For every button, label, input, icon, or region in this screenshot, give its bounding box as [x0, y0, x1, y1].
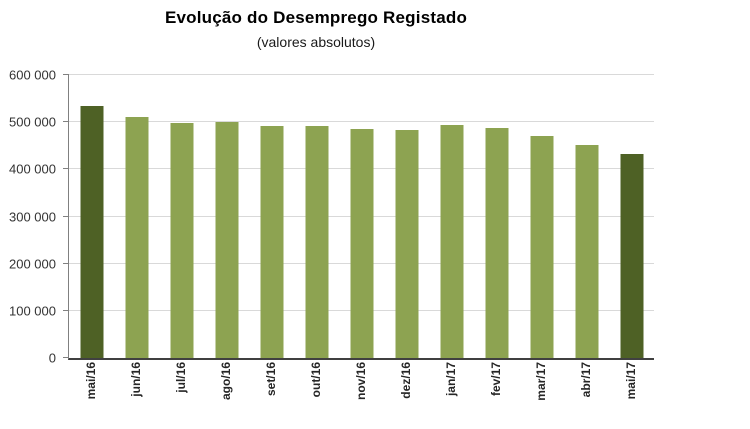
x-tick-slot: jul/16	[158, 362, 203, 426]
x-tick-label: ago/16	[218, 362, 233, 401]
x-tick-slot: dez/16	[383, 362, 428, 426]
plot-area	[63, 74, 654, 360]
bar-slot	[564, 75, 609, 358]
bar-mai/16	[80, 105, 103, 358]
bar-mar/17	[530, 136, 553, 358]
y-tick-mark	[63, 262, 69, 264]
y-tick-mark	[63, 74, 69, 75]
bar-jun/16	[125, 116, 148, 358]
y-tick-mark	[63, 121, 69, 123]
y-tick-label: 300 000	[9, 209, 56, 224]
bars-row	[69, 75, 654, 358]
x-tick-label: mai/17	[623, 362, 638, 400]
bar-slot	[294, 75, 339, 358]
y-axis: 0 100 000 200 000 300 000 400 000 500 000 600 …	[0, 68, 62, 366]
x-tick-label: out/16	[308, 362, 323, 398]
bar-slot	[204, 75, 249, 358]
bar-abr/17	[575, 144, 598, 358]
y-tick-label: 400 000	[9, 161, 56, 177]
y-tick-label: 600 000	[9, 67, 56, 83]
x-axis: mai/16 jun/16 jul/16 ago/16 set/16 out/16 nov/…	[68, 362, 653, 426]
y-tick-mark	[63, 309, 69, 311]
x-tick-label: nov/16	[353, 362, 368, 401]
y-tick-mark	[63, 215, 69, 217]
y-tick-label: 0	[48, 350, 56, 366]
x-tick-slot: jun/16	[113, 362, 158, 426]
x-tick-label: abr/17	[578, 362, 593, 398]
chart-subtitle: (valores absolutos)	[256, 34, 376, 50]
x-tick-label: mai/16	[83, 362, 98, 400]
bar-slot	[339, 75, 384, 358]
bar-ago/16	[215, 122, 238, 358]
bar-jul/16	[170, 123, 193, 358]
bar-slot	[429, 75, 474, 358]
bar-fev/17	[485, 128, 508, 358]
x-tick-slot: fev/17	[473, 362, 518, 426]
bar-mai/17	[620, 154, 643, 358]
x-tick-label: jun/16	[128, 362, 143, 397]
x-tick-slot: nov/16	[338, 362, 383, 426]
x-tick-label: mar/17	[533, 362, 548, 401]
y-tick-mark	[63, 357, 69, 358]
x-tick-label: jul/16	[173, 362, 188, 393]
x-tick-slot: set/16	[248, 362, 293, 426]
y-tick-label: 200 000	[9, 256, 56, 272]
bar-jan/17	[440, 124, 463, 358]
x-tick-slot: mai/16	[68, 362, 113, 426]
bar-slot	[384, 75, 429, 358]
bar-slot	[249, 75, 294, 358]
bar-out/16	[305, 126, 328, 358]
x-tick-label: dez/16	[398, 362, 413, 399]
bar-slot	[69, 75, 114, 358]
y-tick-label: 100 000	[9, 303, 56, 319]
x-tick-label: set/16	[263, 362, 278, 397]
x-tick-slot: jan/17	[428, 362, 473, 426]
y-tick-label: 500 000	[9, 114, 56, 130]
bar-slot	[609, 75, 654, 358]
chart-title: Evolução do Desemprego Registado	[164, 8, 468, 27]
x-tick-slot: out/16	[293, 362, 338, 426]
x-tick-slot: ago/16	[203, 362, 248, 426]
gridline	[69, 74, 654, 75]
x-tick-slot: mai/17	[608, 362, 653, 426]
x-tick-slot: abr/17	[563, 362, 608, 426]
bar-slot	[114, 75, 159, 358]
x-tick-label: fev/17	[488, 362, 503, 397]
bar-slot	[159, 75, 204, 358]
bar-dez/16	[395, 130, 418, 358]
bar-slot	[474, 75, 519, 358]
bar-nov/16	[350, 128, 373, 358]
bar-slot	[519, 75, 564, 358]
y-tick-mark	[63, 168, 69, 170]
gridline	[69, 121, 654, 123]
x-tick-label: jan/17	[443, 362, 458, 397]
x-tick-slot: mar/17	[518, 362, 563, 426]
bar-set/16	[260, 126, 283, 358]
